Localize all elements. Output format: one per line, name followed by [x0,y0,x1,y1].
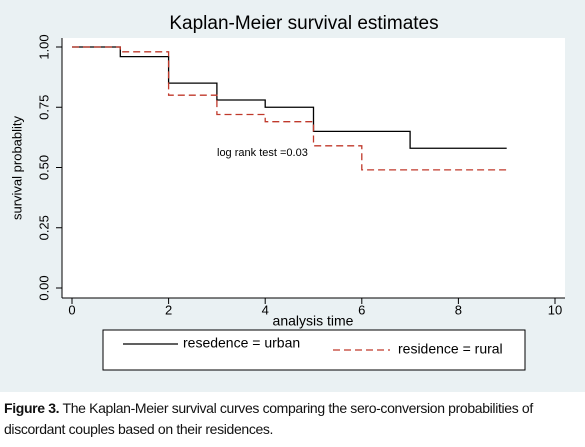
y-tick-label: 1.00 [36,34,51,59]
y-tick-label: 0.00 [36,275,51,300]
plot-area [62,38,565,298]
caption-text: The Kaplan-Meier survival curves compari… [4,400,533,437]
y-axis-label: survival probablity [9,115,24,220]
y-tick-label: 0.25 [36,215,51,240]
x-tick-label: 2 [165,302,172,317]
y-tick-label: 0.75 [36,95,51,120]
chart-title: Kaplan-Meier survival estimates [169,13,438,34]
legend [102,329,526,371]
legend-label: resedence = urban [183,335,300,351]
x-axis-label: analysis time [273,313,354,329]
survival-curve [72,46,507,171]
caption: Figure 3. The Kaplan-Meier survival curv… [4,398,582,440]
chart: Kaplan-Meier survival estimates analysis… [0,0,585,392]
x-tick-label: 8 [455,302,462,317]
x-tick-label: 4 [262,302,269,317]
legend-label: residence = rural [398,341,503,357]
caption-label: Figure 3. [4,400,60,416]
x-tick-label: 0 [68,302,75,317]
x-tick-label: 6 [358,302,365,317]
annotation: log rank test =0.03 [217,147,308,159]
x-tick-label: 10 [548,302,562,317]
y-tick-label: 0.50 [36,155,51,180]
survival-curve [72,46,507,149]
